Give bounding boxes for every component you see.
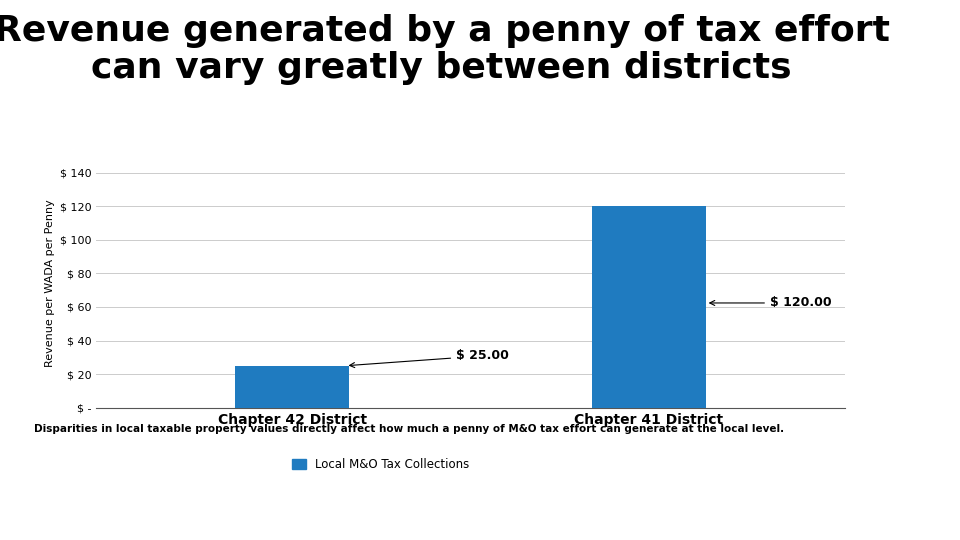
Bar: [235, 366, 349, 408]
Text: Disparities in local taxable property values directly affect how much a penny of: Disparities in local taxable property va…: [34, 424, 783, 434]
Legend: Local M&O Tax Collections: Local M&O Tax Collections: [287, 454, 474, 476]
Text: Revenue generated by a penny of tax effort: Revenue generated by a penny of tax effo…: [0, 14, 890, 48]
Y-axis label: Revenue per WADA per Penny: Revenue per WADA per Penny: [45, 200, 56, 367]
Text: $ 25.00: $ 25.00: [349, 349, 509, 368]
Text: can vary greatly between districts: can vary greatly between districts: [91, 51, 792, 85]
Bar: [591, 206, 706, 408]
Text: 42: 42: [911, 517, 926, 530]
Text: Tier II introduces the concept of the GUARANTEED YIELD (GY) formula on a “PER PE: Tier II introduces the concept of the GU…: [34, 486, 788, 496]
Text: $ 120.00: $ 120.00: [709, 296, 831, 309]
